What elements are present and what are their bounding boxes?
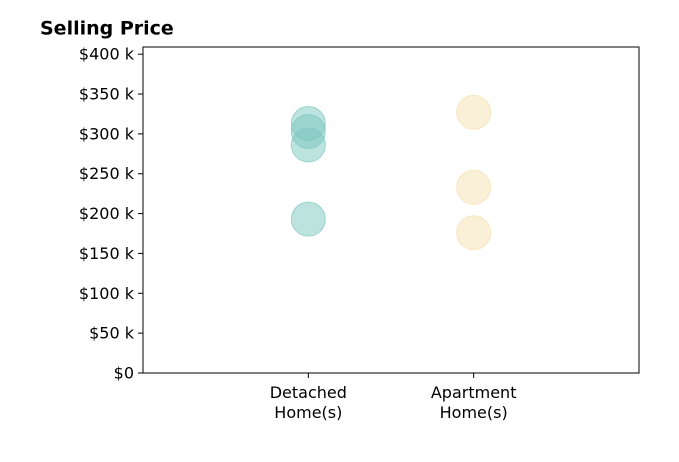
point [456, 169, 492, 205]
y-tick-label: $350 k [79, 85, 135, 104]
point [290, 127, 326, 163]
y-tick-label: $50 k [89, 324, 135, 343]
y-tick-label: $0 [114, 364, 134, 383]
point [456, 215, 492, 251]
y-tick-label: $300 k [79, 124, 135, 143]
y-tick-label: $200 k [79, 204, 135, 223]
chart-title: Selling Price [40, 18, 174, 40]
point [456, 94, 492, 130]
y-tick-label: $400 k [79, 45, 135, 64]
x-tick-label-line: Home(s) [440, 403, 508, 422]
x-tick-label-line: Detached [270, 383, 347, 402]
x-tick-label-line: Home(s) [274, 403, 342, 422]
x-tick-label: Detached Home(s) [270, 383, 347, 422]
y-tick-label: $100 k [79, 284, 135, 303]
x-tick-label-line: Apartment [431, 383, 517, 402]
point [290, 201, 326, 237]
y-tick-label: $150 k [79, 244, 135, 263]
plot-frame [142, 46, 640, 374]
y-tick-label: $250 k [79, 164, 135, 183]
x-tick-label: Apartment Home(s) [431, 383, 517, 422]
